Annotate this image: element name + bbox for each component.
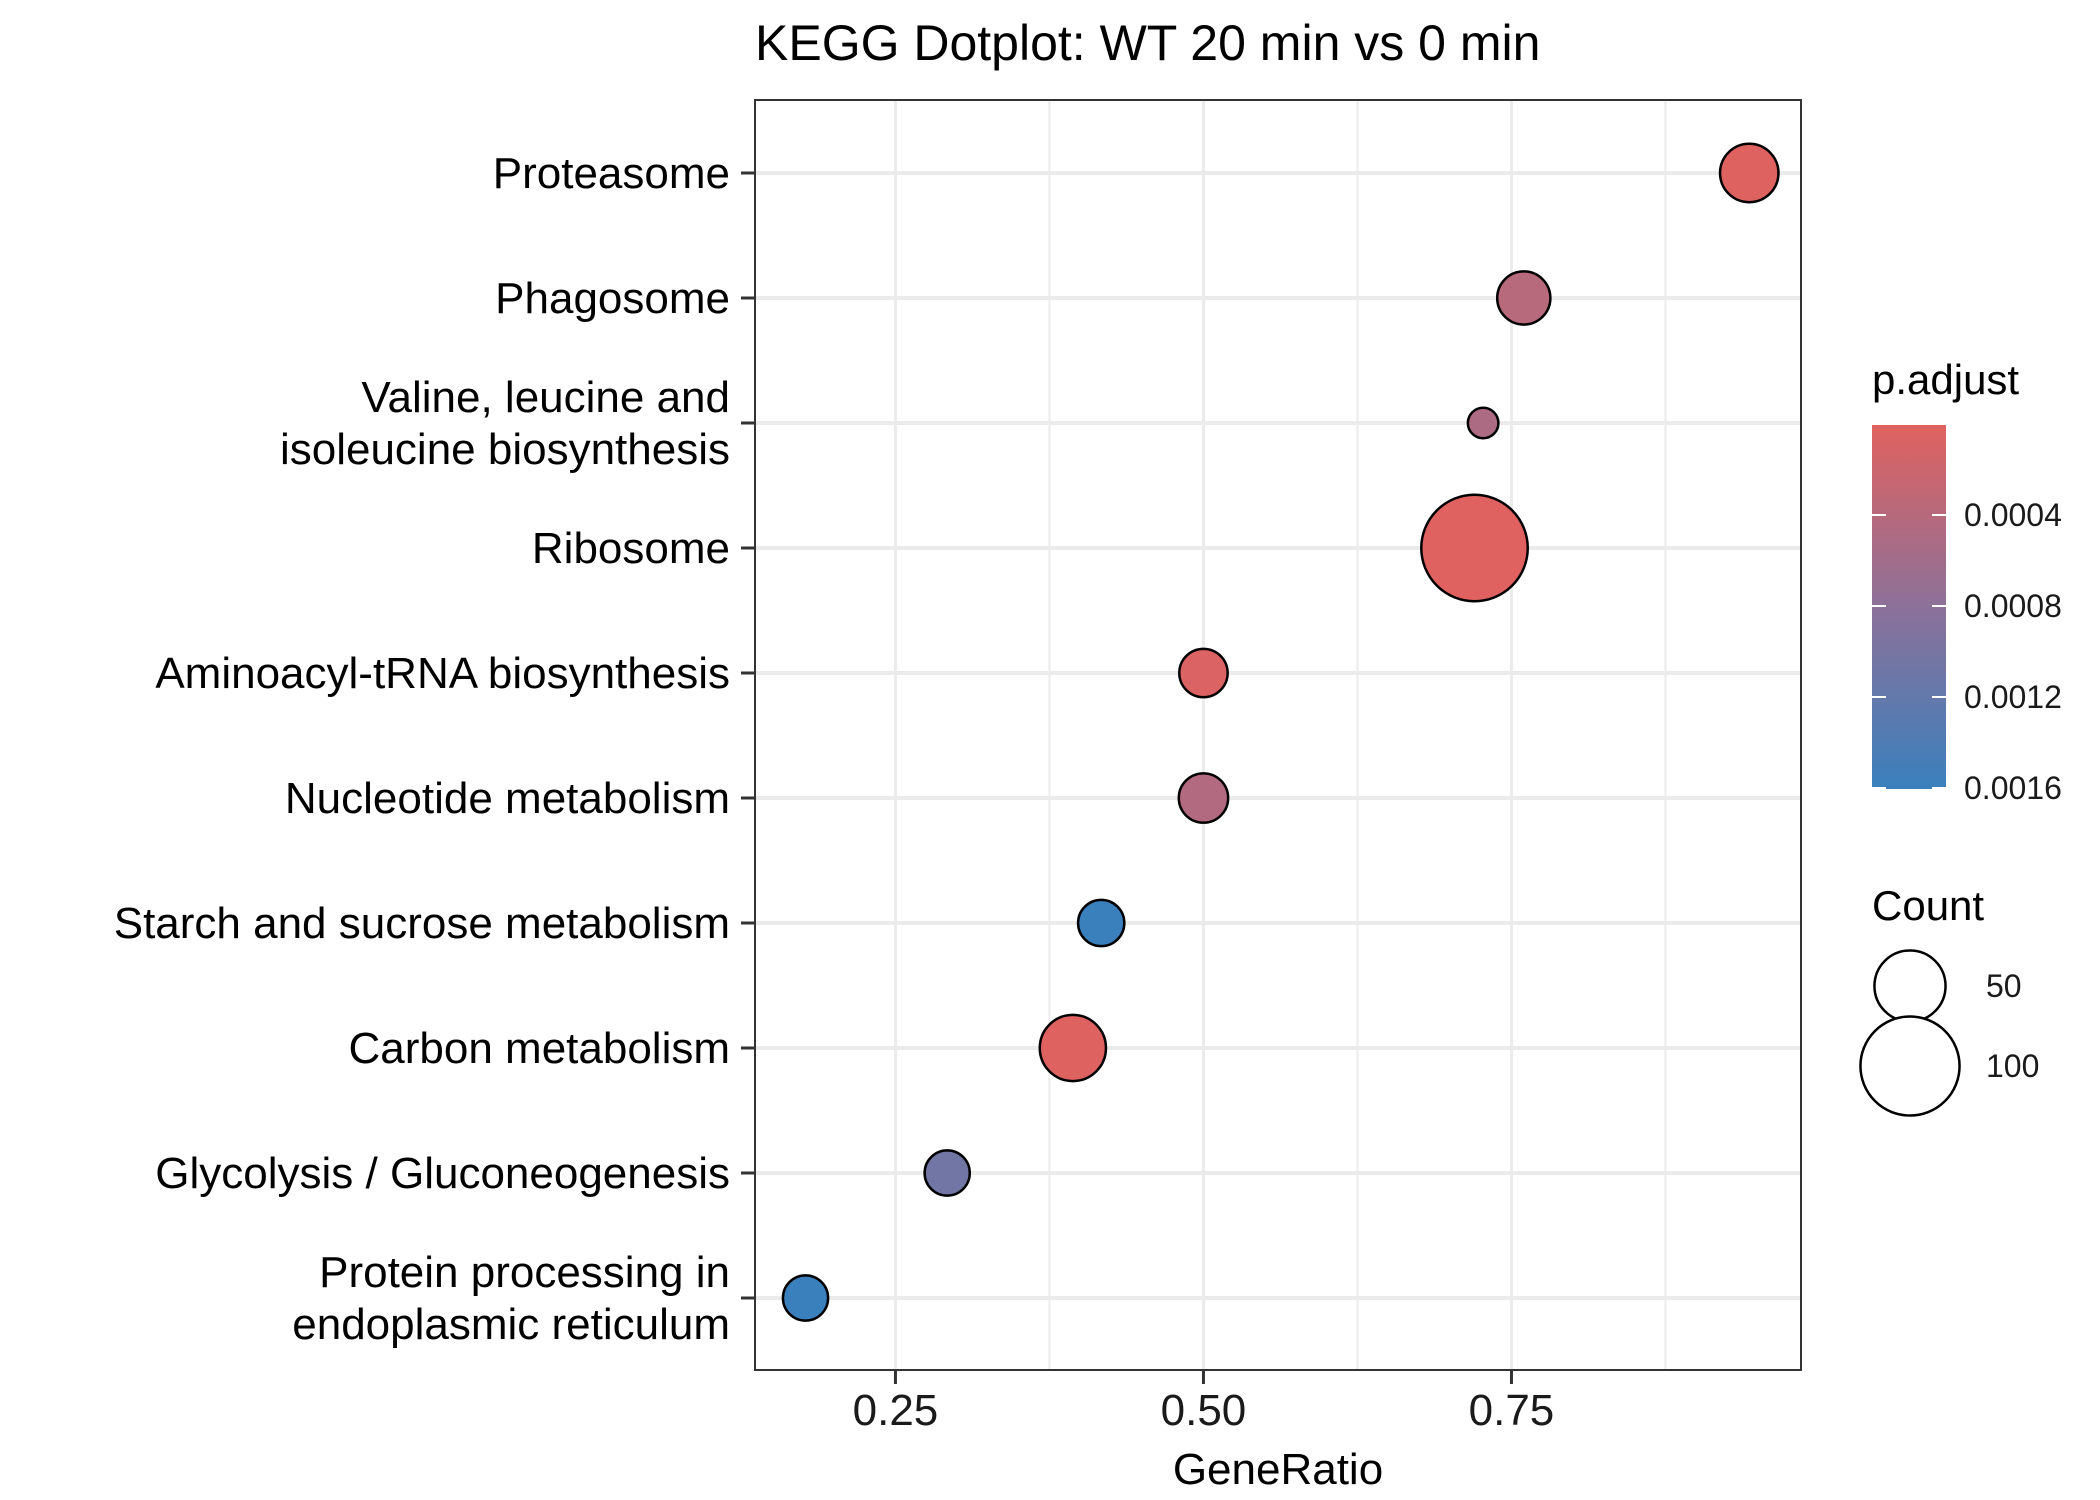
color-legend-title: p.adjust [1872, 356, 2019, 403]
size-legend-circle [1873, 949, 1947, 1023]
color-legend: p.adjust 0.0004 0.0008 0.0012 0.0016 [1872, 356, 2062, 806]
data-point [923, 1149, 972, 1197]
x-tick-label: 0.50 [1161, 1386, 1247, 1435]
y-tick-label: Proteasome [493, 149, 730, 198]
data-point [1466, 406, 1500, 440]
size-legend-items: 50 100 [1859, 949, 2039, 1117]
x-tick-label: 0.75 [1469, 1386, 1555, 1435]
x-tick-label: 0.25 [853, 1386, 939, 1435]
size-legend-label: 100 [1986, 1048, 2039, 1084]
data-point [1718, 142, 1780, 204]
color-legend-tick-label: 0.0004 [1964, 497, 2062, 533]
color-legend-ticks: 0.0004 0.0008 0.0012 0.0016 [1872, 497, 2062, 806]
data-point [1076, 898, 1126, 948]
x-axis: 0.25 0.50 0.75 [853, 1370, 1555, 1435]
y-tick-label: Phagosome [495, 274, 730, 323]
y-tick-label: Nucleotide metabolism [285, 774, 730, 823]
y-tick-label: Aminoacyl-tRNA biosynthesis [155, 649, 730, 698]
plot-points [781, 142, 1780, 1322]
data-point [1177, 772, 1230, 824]
color-legend-tick-label: 0.0008 [1964, 588, 2062, 624]
data-point [1038, 1013, 1108, 1083]
data-point [1495, 270, 1552, 326]
y-tick-label: Glycolysis / Gluconeogenesis [155, 1149, 730, 1198]
chart-title: KEGG Dotplot: WT 20 min vs 0 min [755, 15, 1540, 71]
color-legend-tick-label: 0.0016 [1964, 770, 2062, 806]
data-point [781, 1274, 830, 1322]
plot-panel-border [754, 99, 1802, 1371]
data-point [1178, 647, 1229, 699]
y-tick-label: Starch and sucrose metabolism [114, 899, 730, 948]
y-tick-label: Protein processing in endoplasmic reticul… [292, 1248, 730, 1349]
size-legend: Count 50 100 [1859, 882, 2039, 1117]
size-legend-label: 50 [1986, 968, 2022, 1004]
y-axis: Proteasome Phagosome Valine, leucine and is… [114, 149, 755, 1349]
y-tick-label: Ribosome [532, 524, 730, 573]
color-legend-tick-label: 0.0012 [1964, 679, 2062, 715]
x-axis-label: GeneRatio [1173, 1445, 1383, 1494]
data-point [1420, 493, 1529, 603]
y-tick-label: Carbon metabolism [349, 1024, 731, 1073]
y-tick-label: Valine, leucine and isoleucine biosynthes… [280, 373, 730, 474]
plot-grid [755, 100, 1801, 1370]
size-legend-title: Count [1872, 882, 1984, 929]
size-legend-circle [1859, 1015, 1961, 1117]
